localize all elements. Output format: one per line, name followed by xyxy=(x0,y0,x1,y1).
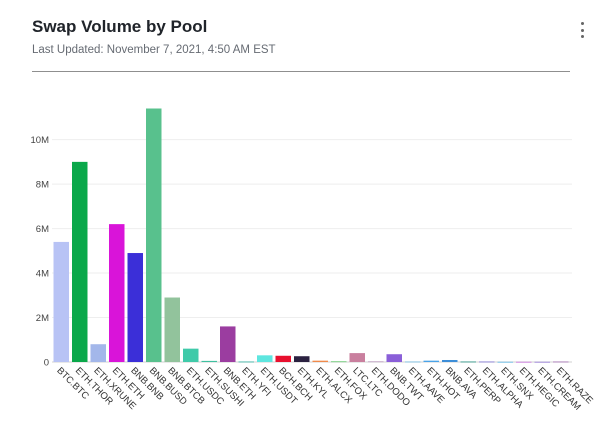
bar-eth-usdt[interactable] xyxy=(257,355,273,362)
bar-eth-fox[interactable] xyxy=(331,361,347,363)
bar-bnb-btcb[interactable] xyxy=(164,297,181,362)
bar-bnb-twt[interactable] xyxy=(386,354,403,362)
bar-eth-perp[interactable] xyxy=(460,361,477,363)
bar-eth-aave[interactable] xyxy=(405,361,421,363)
bar-eth-raze[interactable] xyxy=(553,361,569,363)
y-tick-label: 2M xyxy=(36,313,49,324)
bar-eth-dodo[interactable] xyxy=(368,361,384,363)
bar-eth-cream[interactable] xyxy=(534,361,551,363)
bar-bch-bch[interactable] xyxy=(275,355,292,362)
bar-bnb-ava[interactable] xyxy=(442,359,458,362)
y-tick-label: 8M xyxy=(36,180,49,191)
bar-ltc-ltc[interactable] xyxy=(349,353,366,362)
bar-eth-thor[interactable] xyxy=(72,161,88,362)
page-title: Swap Volume by Pool xyxy=(32,17,208,36)
bar-eth-yfi[interactable] xyxy=(238,361,255,363)
bar-bnb-busd[interactable] xyxy=(146,108,162,363)
bar-eth-alcx[interactable] xyxy=(312,360,329,362)
y-tick-label: 4M xyxy=(36,269,49,280)
bar-eth-xrune[interactable] xyxy=(90,344,107,362)
last-updated-text: Last Updated: November 7, 2021, 4:50 AM … xyxy=(32,44,276,56)
y-axis-ticks: 0 2M 4M 6M 8M 10M xyxy=(31,135,50,368)
y-tick-label: 10M xyxy=(31,135,50,146)
bar-eth-sushi[interactable] xyxy=(201,360,218,362)
y-tick-label: 6M xyxy=(36,224,49,235)
bar-eth-usdc[interactable] xyxy=(183,348,199,362)
bar-eth-snx[interactable] xyxy=(497,361,514,363)
bar-btc-btc[interactable] xyxy=(53,241,70,362)
vertical-dots-icon[interactable] xyxy=(576,22,588,38)
bar-eth-alpha[interactable] xyxy=(479,361,495,363)
bar-eth-eth[interactable] xyxy=(109,224,125,362)
y-tick-label: 0 xyxy=(44,358,49,369)
bar-bnb-eth[interactable] xyxy=(220,326,236,362)
chart-bars xyxy=(53,108,569,363)
bar-eth-kyl[interactable] xyxy=(294,356,310,362)
bar-eth-hegic[interactable] xyxy=(516,361,532,363)
x-axis-labels: BTC.BTCETH.THORETH.XRUNEETH.ETHBNB.BNBBN… xyxy=(54,365,595,412)
bar-bnb-bnb[interactable] xyxy=(127,253,144,362)
header-divider xyxy=(32,71,570,72)
bar-eth-hot[interactable] xyxy=(423,360,440,362)
